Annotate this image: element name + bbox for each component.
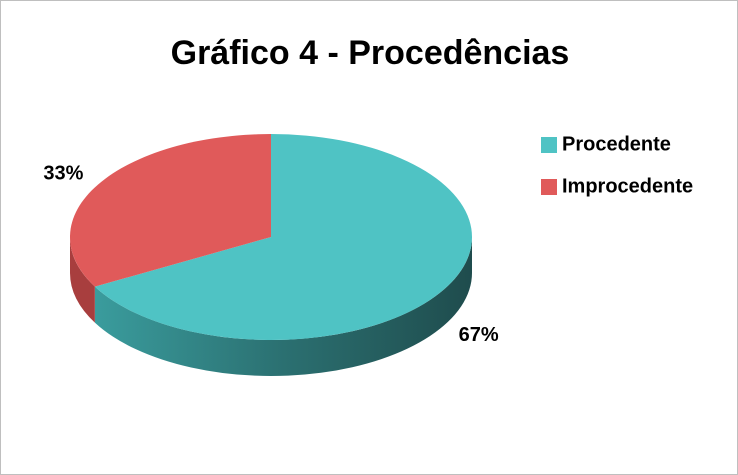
- slice-side: [94, 237, 472, 376]
- legend-label: Procedente: [562, 133, 671, 155]
- data-label: 67%: [459, 324, 499, 346]
- legend-label: Improcedente: [562, 175, 693, 197]
- legend: Procedente Improcedente: [541, 133, 693, 197]
- slice: [69, 134, 271, 287]
- legend-swatch: [541, 137, 557, 153]
- legend-swatch: [541, 179, 557, 195]
- pie: [69, 134, 472, 376]
- slice: [94, 134, 472, 340]
- data-label: 33%: [43, 162, 83, 184]
- chart-title: Gráfico 4 - Procedências: [171, 34, 570, 72]
- slice-side: [70, 237, 95, 323]
